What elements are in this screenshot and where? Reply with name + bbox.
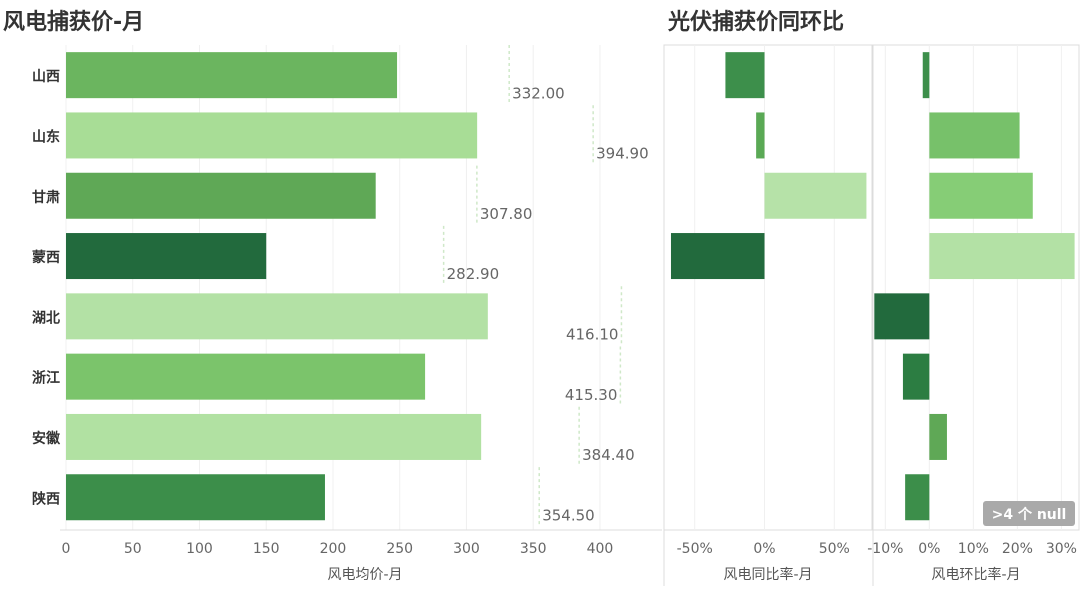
- panel1-tick-label: 400: [587, 541, 614, 557]
- panel3-tick-label: -10%: [867, 541, 903, 557]
- yoy-bar[interactable]: [725, 52, 765, 99]
- mom-bar[interactable]: [902, 353, 930, 400]
- reference-label: 354.50: [542, 506, 595, 524]
- panel1-tick-label: 250: [386, 541, 413, 557]
- category-label: 安徽: [32, 430, 61, 447]
- mom-bar[interactable]: [929, 413, 947, 460]
- panel2-tick-label: 50%: [819, 541, 850, 557]
- mom-bar[interactable]: [929, 233, 1075, 280]
- panel1-tick-label: 0: [62, 541, 71, 557]
- wind-price-bar[interactable]: [66, 112, 478, 159]
- panel1-tick-label: 200: [320, 541, 347, 557]
- wind-price-bar[interactable]: [66, 233, 267, 280]
- wind-price-bar[interactable]: [66, 474, 325, 521]
- wind-price-bar[interactable]: [66, 293, 488, 340]
- mom-bar[interactable]: [874, 293, 930, 340]
- panel1-tick-label: 50: [124, 541, 142, 557]
- panel2-tick-label: -50%: [677, 541, 713, 557]
- panel1-axis-title: 风电均价-月: [327, 567, 402, 583]
- panel3-tick-label: 0%: [918, 541, 940, 557]
- panel1-tick-label: 150: [253, 541, 280, 557]
- null-badge-label[interactable]: >4 个 null: [992, 506, 1067, 523]
- panel2-axis-title: 风电同比率-月: [723, 566, 812, 583]
- reference-label: 282.90: [447, 265, 500, 283]
- panel1-title: 风电捕获价-月: [3, 10, 144, 35]
- mom-bar[interactable]: [929, 172, 1033, 219]
- mom-bar[interactable]: [922, 52, 930, 99]
- yoy-bar[interactable]: [764, 172, 867, 219]
- category-label: 蒙西: [32, 249, 60, 266]
- mom-bar[interactable]: [929, 112, 1020, 159]
- panel3-tick-label: 30%: [1046, 541, 1077, 557]
- category-label: 湖北: [32, 310, 60, 326]
- panel2-title: 光伏捕获价同环比: [667, 9, 844, 35]
- wind-price-bar[interactable]: [66, 172, 376, 219]
- wind-price-bar[interactable]: [66, 52, 398, 99]
- yoy-bar[interactable]: [670, 233, 765, 280]
- panel2-tick-label: 0%: [753, 541, 775, 557]
- reference-label: 332.00: [512, 84, 565, 102]
- category-label: 浙江: [32, 370, 60, 387]
- panel1-tick-label: 350: [520, 541, 547, 557]
- category-label: 山东: [32, 128, 60, 145]
- mom-bar[interactable]: [905, 474, 930, 521]
- reference-label: 415.30: [565, 386, 618, 404]
- reference-label: 307.80: [480, 205, 533, 223]
- null-badge[interactable]: [983, 501, 1075, 526]
- yoy-bar[interactable]: [756, 112, 765, 159]
- panel1-tick-label: 100: [186, 541, 213, 557]
- reference-label: 394.90: [596, 145, 649, 163]
- category-label: 山西: [32, 69, 60, 85]
- reference-label: 384.40: [582, 446, 635, 464]
- panel3-axis-title: 风电环比率-月: [931, 566, 1020, 583]
- category-label: 陕西: [32, 490, 60, 507]
- wind-price-bar[interactable]: [66, 353, 426, 400]
- wind-price-bar[interactable]: [66, 413, 482, 460]
- panel3-tick-label: 10%: [958, 541, 989, 557]
- panel1-tick-label: 300: [453, 541, 480, 557]
- panel3-tick-label: 20%: [1002, 541, 1033, 557]
- reference-label: 416.10: [566, 326, 619, 344]
- category-label: 甘肃: [32, 189, 60, 206]
